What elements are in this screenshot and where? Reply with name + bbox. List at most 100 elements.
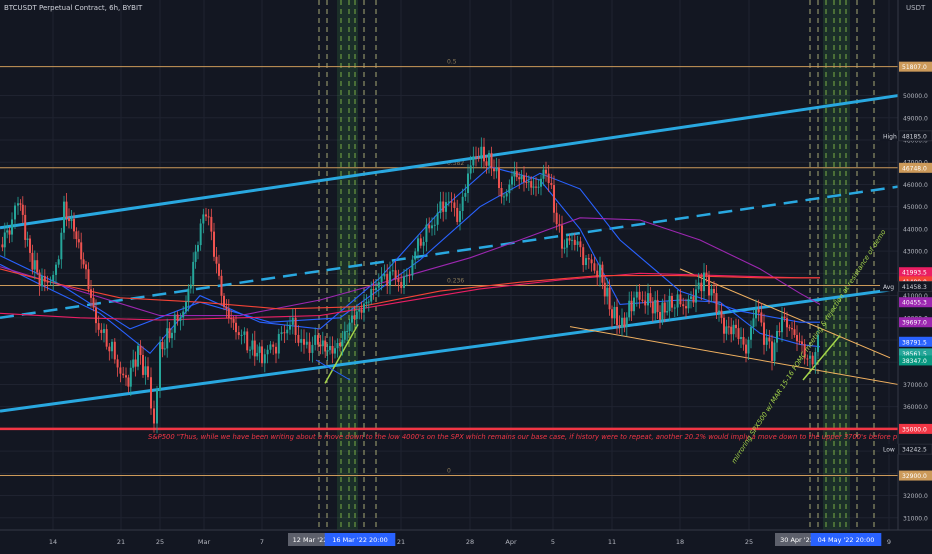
candle-body xyxy=(207,216,210,218)
candle-body xyxy=(618,325,621,328)
price-axis[interactable]: USDT xyxy=(897,0,932,530)
trendline-mirror-arrow xyxy=(315,359,351,381)
candle-body xyxy=(649,293,652,302)
candle-body xyxy=(573,239,576,245)
price-tick-label: 44000.0 xyxy=(903,226,928,233)
candle-body xyxy=(147,366,149,378)
price-tag-bg xyxy=(898,130,932,142)
candle-body xyxy=(788,327,791,329)
price-tag: 41993.5 xyxy=(902,270,927,277)
candle-body xyxy=(742,337,745,345)
price-tag: 32900.0 xyxy=(902,473,927,480)
candle-body xyxy=(778,330,781,333)
candle-body xyxy=(90,289,92,298)
candle-body xyxy=(765,337,768,345)
candle-body xyxy=(623,317,626,327)
candle-body xyxy=(806,358,809,360)
candle-body xyxy=(277,333,280,354)
candle-body xyxy=(237,332,240,336)
candle-body xyxy=(414,251,417,260)
candle-body xyxy=(768,337,771,342)
candle-body xyxy=(232,318,235,323)
time-tick-labels: 14 21 25 Mar 7 21 28 Apr 5 11 18 25 9 xyxy=(49,538,891,546)
candle-body xyxy=(537,186,540,188)
candle-body xyxy=(656,299,659,312)
candle-body xyxy=(408,274,411,276)
candle-body xyxy=(80,242,83,260)
candle-body xyxy=(485,161,488,166)
candle-body xyxy=(218,263,220,276)
candle-body xyxy=(122,373,125,376)
level-label: 0.382 xyxy=(447,160,464,167)
candle-body xyxy=(781,316,783,333)
candle-body xyxy=(294,317,297,335)
candle-body xyxy=(111,341,113,352)
candle-body xyxy=(511,176,513,185)
time-axis[interactable] xyxy=(0,529,932,550)
candle-body xyxy=(343,331,346,340)
candle-body xyxy=(363,303,365,313)
time-highlight-labels: 12 Mar '22 16 Mar '22 20:00 30 Apr '22 04 M… xyxy=(288,533,882,546)
candle-body xyxy=(21,204,24,215)
candle-body xyxy=(523,175,525,182)
candle-body xyxy=(723,317,725,334)
candle-body xyxy=(220,275,223,296)
candle-body xyxy=(87,269,90,290)
level-label: 0.5 xyxy=(447,59,457,66)
candle-body xyxy=(530,181,533,188)
candle-body xyxy=(24,214,27,240)
candle-body xyxy=(142,354,144,375)
candle-body xyxy=(197,245,199,252)
candle-body xyxy=(129,367,132,387)
candle-body xyxy=(156,389,158,424)
candle-body xyxy=(682,304,685,307)
time-tick-label: 21 xyxy=(117,538,125,546)
candle-body xyxy=(389,271,391,286)
candle-body xyxy=(283,332,286,334)
price-tick-label: 32000.0 xyxy=(903,493,928,500)
trendlines xyxy=(0,94,899,413)
candle-body xyxy=(249,349,251,351)
highlight-zones xyxy=(318,0,875,530)
candle-body xyxy=(403,276,405,288)
candle-body xyxy=(263,354,266,364)
price-tag: 51807.0 xyxy=(902,64,927,71)
candle-body xyxy=(49,281,52,283)
candle-body xyxy=(817,335,819,353)
trendline-wedge-bottom xyxy=(569,326,899,385)
price-tag-bg xyxy=(899,317,932,328)
candle-body xyxy=(246,331,249,351)
candle-body xyxy=(467,173,469,194)
trendline-channel-mid xyxy=(0,185,899,320)
candle-body xyxy=(520,175,523,180)
candle-body xyxy=(334,348,336,354)
price-tick-label: 46000.0 xyxy=(903,182,928,189)
candle-body xyxy=(14,205,16,220)
candle-body xyxy=(550,183,553,186)
candle-body xyxy=(370,289,373,302)
candle-body xyxy=(676,294,679,308)
candle-body xyxy=(603,282,606,297)
candle-body xyxy=(321,340,324,347)
candle-body xyxy=(563,247,566,249)
trendline-fractal-b xyxy=(802,335,841,381)
price-tag: 39697.0 xyxy=(902,320,927,327)
candle-body xyxy=(85,264,87,270)
candle-body xyxy=(727,326,730,328)
price-tag-name-bg xyxy=(880,444,898,455)
candle-body xyxy=(436,212,439,225)
candle-body xyxy=(92,297,95,308)
candle-body xyxy=(82,259,85,265)
candle-body xyxy=(275,346,277,354)
candle-body xyxy=(375,287,377,291)
level-label: 0 xyxy=(447,468,451,475)
candle-body xyxy=(166,328,169,349)
candle-body xyxy=(230,318,233,320)
trendline-channel-bottom xyxy=(0,287,899,413)
price-tag-bg xyxy=(899,470,932,481)
candle-body xyxy=(417,238,419,252)
candle-body xyxy=(606,287,609,297)
candle-body xyxy=(411,259,414,276)
